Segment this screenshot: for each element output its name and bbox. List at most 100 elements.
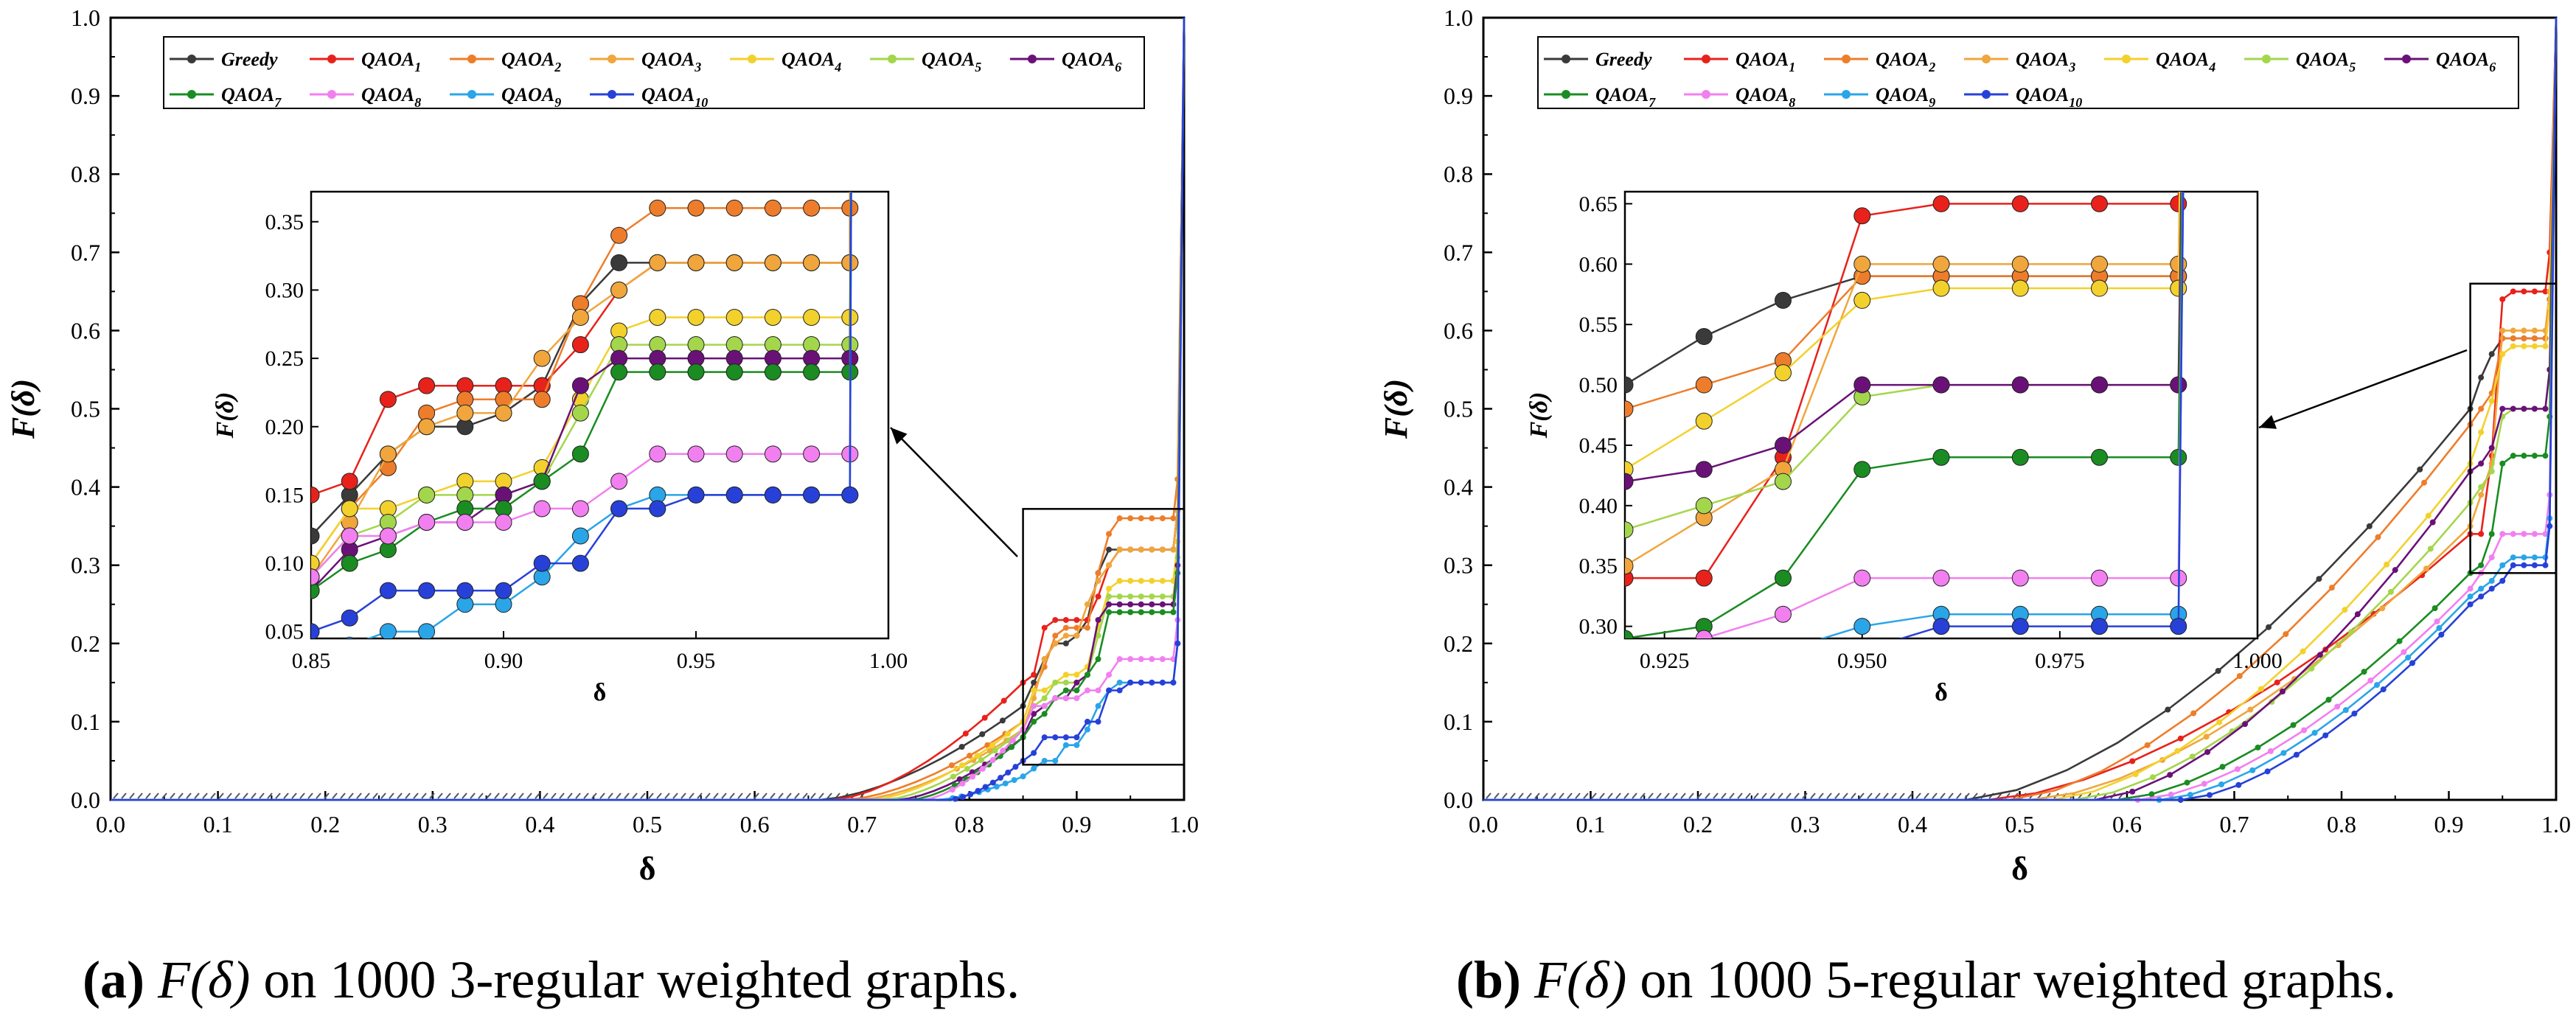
main-series-point-QAOA8	[949, 787, 955, 793]
main-series-point-QAOA3	[2203, 734, 2210, 740]
inset-series-point-QAOA3	[1853, 255, 1871, 273]
baseline-marker	[186, 793, 192, 799]
main-series-point-QAOA7	[2255, 744, 2261, 750]
inset-series-point-QAOA6	[1775, 436, 1792, 454]
main-series-point-QAOA10	[1159, 679, 1166, 686]
inset-series-point-QAOA1	[341, 473, 358, 490]
inset-series-point-QAOA2	[1625, 400, 1634, 418]
inset-series-point-QAOA2	[803, 199, 821, 217]
inset-x-tick-label: 0.975	[2035, 649, 2085, 673]
main-series-point-QAOA7	[1095, 656, 1101, 663]
main-series-point-QAOA5	[2478, 484, 2485, 490]
baseline-marker	[818, 793, 824, 799]
baseline-marker	[1875, 793, 1881, 799]
baseline-marker	[1542, 793, 1548, 799]
legend-marker-QAOA2	[467, 55, 476, 63]
legend-marker-QAOA9	[467, 90, 476, 99]
main-series-point-QAOA3	[1106, 562, 1113, 568]
main-series-point-QAOA6	[1095, 616, 1101, 623]
main-series-point-QAOA10	[2510, 562, 2516, 568]
inset-series-point-QAOA8	[649, 445, 666, 463]
legend-label-QAOA9: QAOA9	[1876, 84, 1935, 110]
zoom-box	[2469, 282, 2558, 574]
main-series-point-QAOA6	[2279, 689, 2286, 695]
legend-marker-QAOA5	[2262, 55, 2271, 63]
main-series-point-QAOA10	[1084, 718, 1090, 725]
main-series-point-QAOA4	[2216, 719, 2223, 725]
main-series-point-QAOA10	[998, 775, 1004, 781]
x-tick-label: 0.4	[525, 811, 554, 837]
inset-series-point-QAOA10	[2091, 618, 2108, 635]
main-series-point-QAOA4	[1116, 577, 1123, 584]
baseline-marker	[486, 793, 492, 799]
legend-label-subscript: 8	[414, 95, 421, 110]
inset-x-tick-label: 1.000	[2232, 649, 2283, 673]
inset-series-point-QAOA3	[610, 281, 628, 299]
inset-series-point-QAOA8	[610, 473, 628, 490]
y-tick-label: 0.0	[1444, 787, 1473, 813]
inset-series-point-QAOA5	[1775, 473, 1792, 490]
inset-series-point-QAOA3	[725, 254, 743, 271]
caption-b-text: on 1000 5-regular weighted graphs.	[1626, 950, 2397, 1009]
main-series-point-QAOA4	[1159, 577, 1166, 584]
legend-marker-QAOA4	[2122, 55, 2131, 63]
baseline-marker	[202, 793, 208, 799]
legend-marker-QAOA1	[327, 55, 336, 63]
inset-series-point-QAOA4	[2170, 279, 2187, 297]
main-series-point-QAOA5	[2488, 468, 2495, 475]
main-series-line-QAOA3	[111, 17, 1186, 801]
baseline-marker	[810, 793, 816, 799]
inset-series-group	[311, 192, 859, 638]
legend-label-base: QAOA	[1876, 49, 1929, 70]
main-series-point-QAOA4	[1031, 687, 1037, 694]
main-series-point-QAOA4	[958, 762, 965, 769]
legend-label-QAOA9: QAOA9	[501, 84, 561, 110]
legend-label-base: QAOA	[2016, 49, 2069, 70]
baseline-marker	[648, 793, 654, 799]
baseline-marker	[826, 793, 832, 799]
x-tick-label: 0.8	[2327, 811, 2356, 837]
main-series-point-QAOA1	[2521, 288, 2527, 295]
main-series-point-QAOA6	[2429, 519, 2436, 526]
main-series-point-Greedy	[2165, 706, 2171, 713]
baseline-marker	[243, 793, 248, 799]
main-series-point-QAOA8	[2434, 618, 2440, 624]
main-series-point-QAOA7	[1041, 711, 1048, 717]
baseline-marker	[324, 793, 330, 799]
inset-series-point-QAOA1	[379, 391, 397, 408]
main-series-point-QAOA4	[2499, 351, 2506, 358]
inset-series-point-QAOA9	[418, 623, 436, 638]
main-series-point-QAOA6	[1127, 601, 1134, 607]
main-series-point-QAOA7	[2431, 605, 2438, 612]
caption-b: (b) F(δ) on 1000 5-regular weighted grap…	[1456, 950, 2396, 1011]
inset-series-point-QAOA9	[344, 636, 355, 638]
main-series-point-QAOA1	[962, 731, 969, 737]
legend-label-subscript: 1	[1789, 60, 1795, 74]
main-series-point-QAOA6	[1116, 601, 1123, 607]
y-tick-label: 0.8	[1444, 161, 1473, 187]
baseline-marker	[729, 793, 735, 799]
legend-label-base: QAOA	[1062, 49, 1115, 70]
baseline-marker	[1891, 793, 1897, 799]
main-series-point-QAOA8	[2301, 727, 2308, 734]
inset-series-point-QAOA1	[2170, 195, 2187, 212]
legend-label-QAOA8: QAOA8	[361, 84, 421, 110]
main-series-point-QAOA5	[1116, 593, 1123, 600]
baseline-marker	[583, 793, 589, 799]
main-series-point-QAOA10	[1170, 679, 1177, 686]
inset-series-point-QAOA1	[418, 377, 436, 394]
x-tick-label: 0.1	[1576, 811, 1606, 837]
main-series-point-QAOA4	[1106, 585, 1113, 592]
baseline-marker	[786, 793, 792, 799]
inset-series-point-QAOA3	[2091, 255, 2108, 273]
inset-y-tick-label: 0.35	[265, 210, 304, 234]
main-series-point-QAOA9	[1062, 742, 1069, 748]
main-series-point-QAOA10	[1073, 734, 1080, 741]
main-series-point-QAOA10	[989, 779, 996, 786]
main-series-point-QAOA4	[2258, 686, 2264, 692]
main-series-point-QAOA8	[1041, 703, 1048, 709]
main-series-point-QAOA10	[1031, 750, 1037, 756]
baseline-marker	[453, 793, 459, 799]
inset-y-tick-label: 0.45	[1579, 433, 1618, 458]
inset-series-point-QAOA9	[1617, 666, 1633, 683]
